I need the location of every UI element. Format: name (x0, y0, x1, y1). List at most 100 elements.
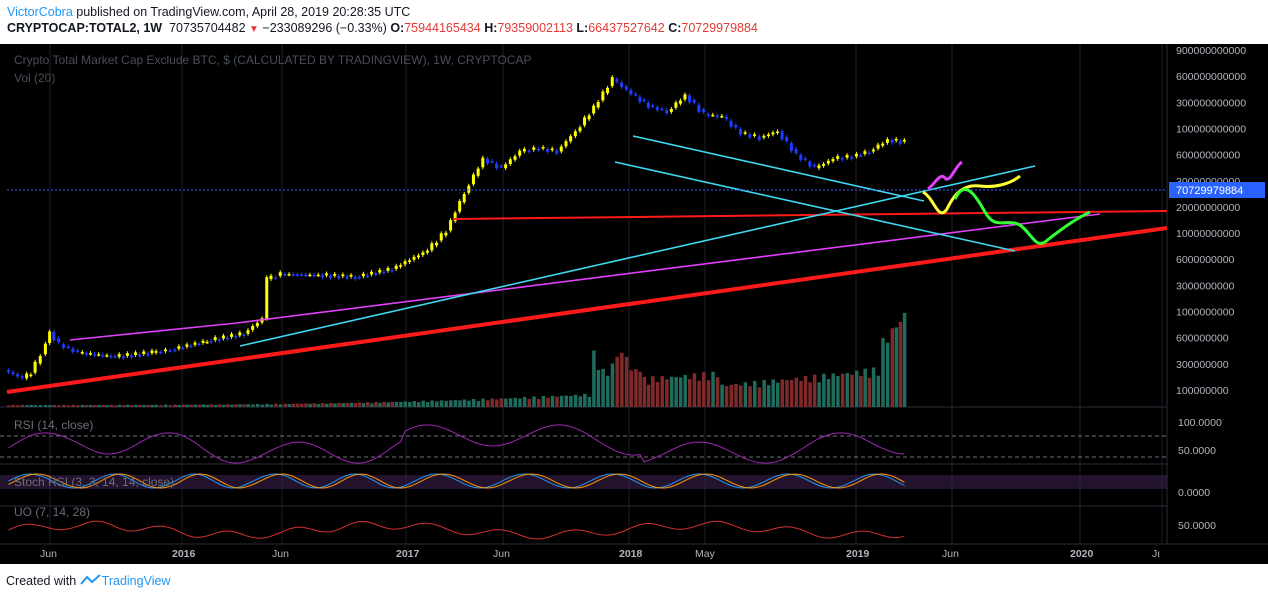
volume-bar (283, 403, 287, 407)
candle-body (173, 349, 177, 352)
volume-bar (678, 377, 683, 407)
volume-bar (881, 338, 885, 407)
volume-bar (57, 405, 61, 407)
volume-bar (333, 403, 337, 407)
rsi-axis-label: 50.0000 (1178, 445, 1216, 457)
volume-bar (189, 404, 193, 407)
volume-bar (378, 402, 382, 407)
volume-bar (80, 404, 85, 407)
volume-bar (724, 386, 729, 407)
candle-body (394, 265, 398, 269)
volume-bar (274, 403, 278, 407)
candle-body (898, 141, 902, 144)
time-axis-label: Jı (1152, 548, 1160, 560)
candle-body (33, 361, 37, 373)
price-axis-label: 300000000 (1176, 359, 1229, 371)
volume-bar (578, 396, 583, 407)
volume-bar (97, 405, 101, 407)
candle-body (513, 156, 517, 160)
volume-bar (527, 398, 532, 407)
volume-bar (269, 404, 273, 407)
candle-body (817, 165, 821, 169)
candle-body (16, 374, 20, 377)
candle-body (242, 334, 246, 337)
volume-bar (159, 405, 163, 407)
indicator-panes (0, 424, 1167, 540)
candle-body (601, 91, 605, 101)
volume-bar (822, 373, 826, 407)
candle-body (125, 353, 129, 356)
low-value: 66437527642 (588, 21, 665, 35)
volume-bar (300, 403, 304, 407)
candle-body (150, 350, 154, 354)
candle-body (29, 374, 33, 377)
candle-body (25, 373, 29, 379)
candle-body (536, 148, 540, 151)
candle-body (550, 148, 554, 151)
rsi-axis-label: 100.0000 (1178, 417, 1222, 429)
volume-bar (84, 405, 89, 407)
chart-svg[interactable]: 900000000000 600000000000 300000000000 1000… (0, 44, 1268, 564)
volume-bar (105, 405, 109, 407)
candle-body (217, 339, 221, 341)
volume-bar (246, 404, 250, 407)
candle-body (808, 161, 812, 167)
candle-body (876, 144, 880, 149)
volume-bar (435, 401, 439, 407)
candle-body (52, 331, 56, 341)
volume-bar (850, 374, 854, 407)
volume-bar (683, 374, 687, 407)
chart-area[interactable]: 900000000000 600000000000 300000000000 1000… (0, 44, 1268, 564)
candle-body (308, 274, 312, 277)
candle-body (138, 354, 142, 357)
candle-body (569, 136, 573, 142)
price-axis-label: 600000000 (1176, 333, 1229, 345)
candle-body (775, 131, 779, 134)
volume-bar (163, 404, 168, 407)
volume-bar (386, 402, 390, 407)
candle-body (845, 154, 849, 158)
candle-body (193, 342, 197, 345)
volume-bar (374, 401, 378, 407)
candle-body (43, 343, 47, 355)
volume-bar (485, 400, 490, 407)
candle-body (655, 107, 659, 110)
volume-bar (569, 395, 573, 407)
volume-bar (43, 404, 48, 407)
candle-body (596, 101, 600, 108)
volume-bar (766, 385, 771, 407)
candle-body (205, 341, 209, 344)
candle-body (101, 354, 105, 357)
candle-body (370, 271, 374, 275)
candle-body (458, 201, 462, 212)
time-axis-label: Jun (272, 548, 289, 560)
open-value: 75944165434 (404, 21, 481, 35)
volume-bar (113, 405, 118, 407)
author-link[interactable]: VictorCobra (7, 5, 73, 19)
volume-bar (771, 379, 775, 407)
volume-bar (471, 399, 476, 407)
volume-bar (117, 404, 122, 407)
candle-body (803, 158, 807, 160)
uo-line (8, 520, 905, 540)
volume-bar (845, 373, 850, 407)
volume-bar (29, 404, 33, 407)
candle-body (349, 274, 353, 277)
volume-bar (532, 396, 536, 407)
candle-body (287, 274, 291, 276)
candle-body (421, 252, 425, 256)
candle-body (573, 131, 577, 137)
candle-body (527, 150, 531, 153)
tradingview-brand[interactable]: TradingView (101, 574, 171, 588)
created-with-text: Created with (6, 574, 77, 588)
candle-body (154, 351, 158, 353)
volume-bar (651, 376, 655, 407)
candle-body (620, 82, 624, 88)
price-axis-label: 20000000000 (1176, 202, 1240, 214)
price-axis-label: 10000000000 (1176, 228, 1240, 240)
volume-bar (789, 380, 794, 407)
volume-bar (620, 352, 624, 407)
candle-body (361, 273, 365, 277)
candle-body (702, 109, 706, 113)
down-arrow-icon: ▼ (249, 24, 259, 35)
